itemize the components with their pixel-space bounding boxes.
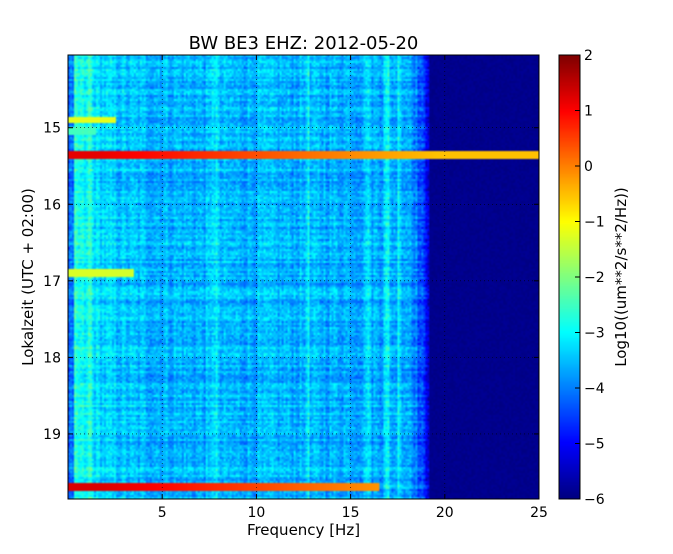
- grid-lines: [68, 55, 539, 499]
- colorbar-tick-label: −5: [584, 437, 605, 453]
- x-tick-label: 15: [342, 505, 360, 521]
- x-tick-label: 20: [436, 505, 454, 521]
- heatmap-area: 5 10 15 20 25 15 16 17 18 19: [43, 54, 548, 521]
- x-tick-label: 5: [158, 505, 167, 521]
- colorbar-tick-label: −4: [584, 381, 605, 397]
- colorbar-tick-label: −1: [584, 215, 605, 231]
- colorbar-tick-label: 2: [584, 48, 593, 64]
- x-tick-label: 25: [530, 505, 548, 521]
- spectrogram-image: [68, 55, 539, 499]
- y-axis-label: Lokalzeit (UTC + 02:00): [19, 188, 37, 366]
- plot-frame: [67, 54, 540, 500]
- y-tick-label: 18: [43, 350, 61, 366]
- x-axis-ticks: 5 10 15 20 25: [158, 55, 548, 521]
- colorbar-ticks: −6 −5 −4 −3 −2 −1 0 1 2: [575, 48, 605, 508]
- colorbar-label: Log10((um**2/s**2/Hz)): [612, 187, 630, 367]
- y-tick-label: 15: [43, 121, 61, 137]
- colorbar-gradient: [559, 55, 580, 499]
- y-tick-label: 19: [43, 427, 61, 443]
- x-axis-label: Frequency [Hz]: [247, 521, 360, 539]
- colorbar-tick-label: −2: [584, 270, 605, 286]
- colorbar-tick-label: −3: [584, 326, 605, 342]
- y-tick-label: 17: [43, 274, 61, 290]
- chart-title: BW BE3 EHZ: 2012-05-20: [189, 33, 419, 54]
- colorbar-tick-label: 0: [584, 159, 593, 175]
- y-axis-ticks: 15 16 17 18 19: [43, 121, 539, 443]
- colorbar-tick-label: −6: [584, 492, 605, 508]
- colorbar: −6 −5 −4 −3 −2 −1 0 1 2: [558, 48, 605, 508]
- colorbar-tick-label: 1: [584, 104, 593, 120]
- x-tick-label: 10: [247, 505, 265, 521]
- y-tick-label: 16: [43, 197, 61, 213]
